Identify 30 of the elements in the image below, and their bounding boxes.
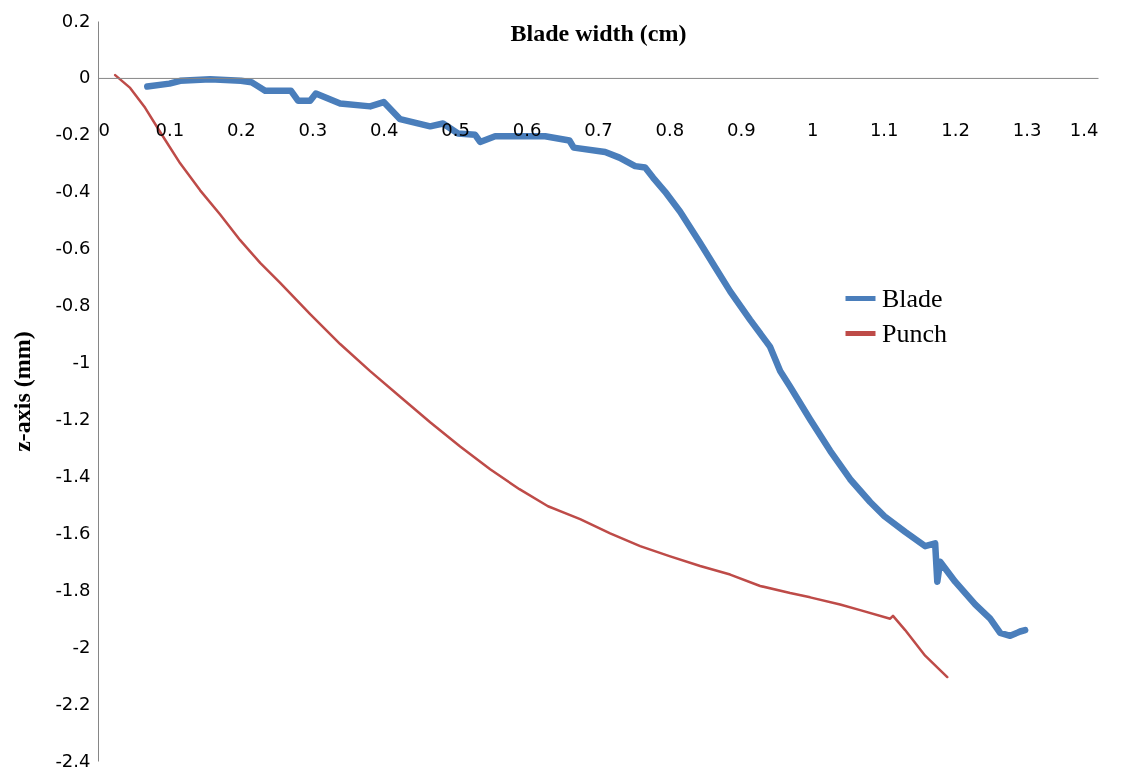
x-tick-label: 1.4	[1069, 119, 1099, 141]
x-tick-label: 0.4	[369, 119, 399, 141]
x-tick-label: 0.7	[584, 119, 613, 141]
x-tick-label: 0.8	[655, 119, 685, 141]
y-tick-label: 0.2	[61, 9, 91, 31]
x-tick-label: 1.1	[869, 119, 899, 141]
x-tick-label: 0	[98, 119, 110, 141]
y-tick-label: -2	[72, 635, 91, 657]
y-tick-label: -1.6	[55, 521, 91, 543]
x-axis-title: Blade width (cm)	[510, 20, 687, 47]
y-tick-label: -1.4	[55, 464, 91, 486]
y-tick-label: -1.8	[55, 578, 91, 600]
y-tick-label: -2.4	[55, 749, 91, 771]
x-tick-label: 1.3	[1012, 119, 1042, 141]
x-tick-label: 0.2	[227, 119, 256, 141]
legend-label: Punch	[882, 318, 947, 348]
y-axis-title: z-axis (mm)	[9, 331, 36, 452]
x-tick-label: 1	[807, 119, 819, 141]
y-tick-label: 0	[79, 66, 91, 88]
y-tick-label: -0.8	[55, 294, 91, 316]
y-tick-label: -0.4	[55, 180, 91, 202]
x-tick-label: 1.2	[941, 119, 970, 141]
y-tick-label: -2.2	[55, 692, 91, 714]
x-tick-label: 0.3	[298, 119, 328, 141]
legend-label: Blade	[882, 283, 943, 313]
y-tick-label: -0.6	[55, 237, 91, 259]
x-tick-label: 0.9	[727, 119, 756, 141]
y-tick-label: -1	[72, 351, 91, 373]
y-tick-label: -1.2	[55, 407, 91, 429]
y-tick-label: -0.2	[55, 123, 91, 145]
